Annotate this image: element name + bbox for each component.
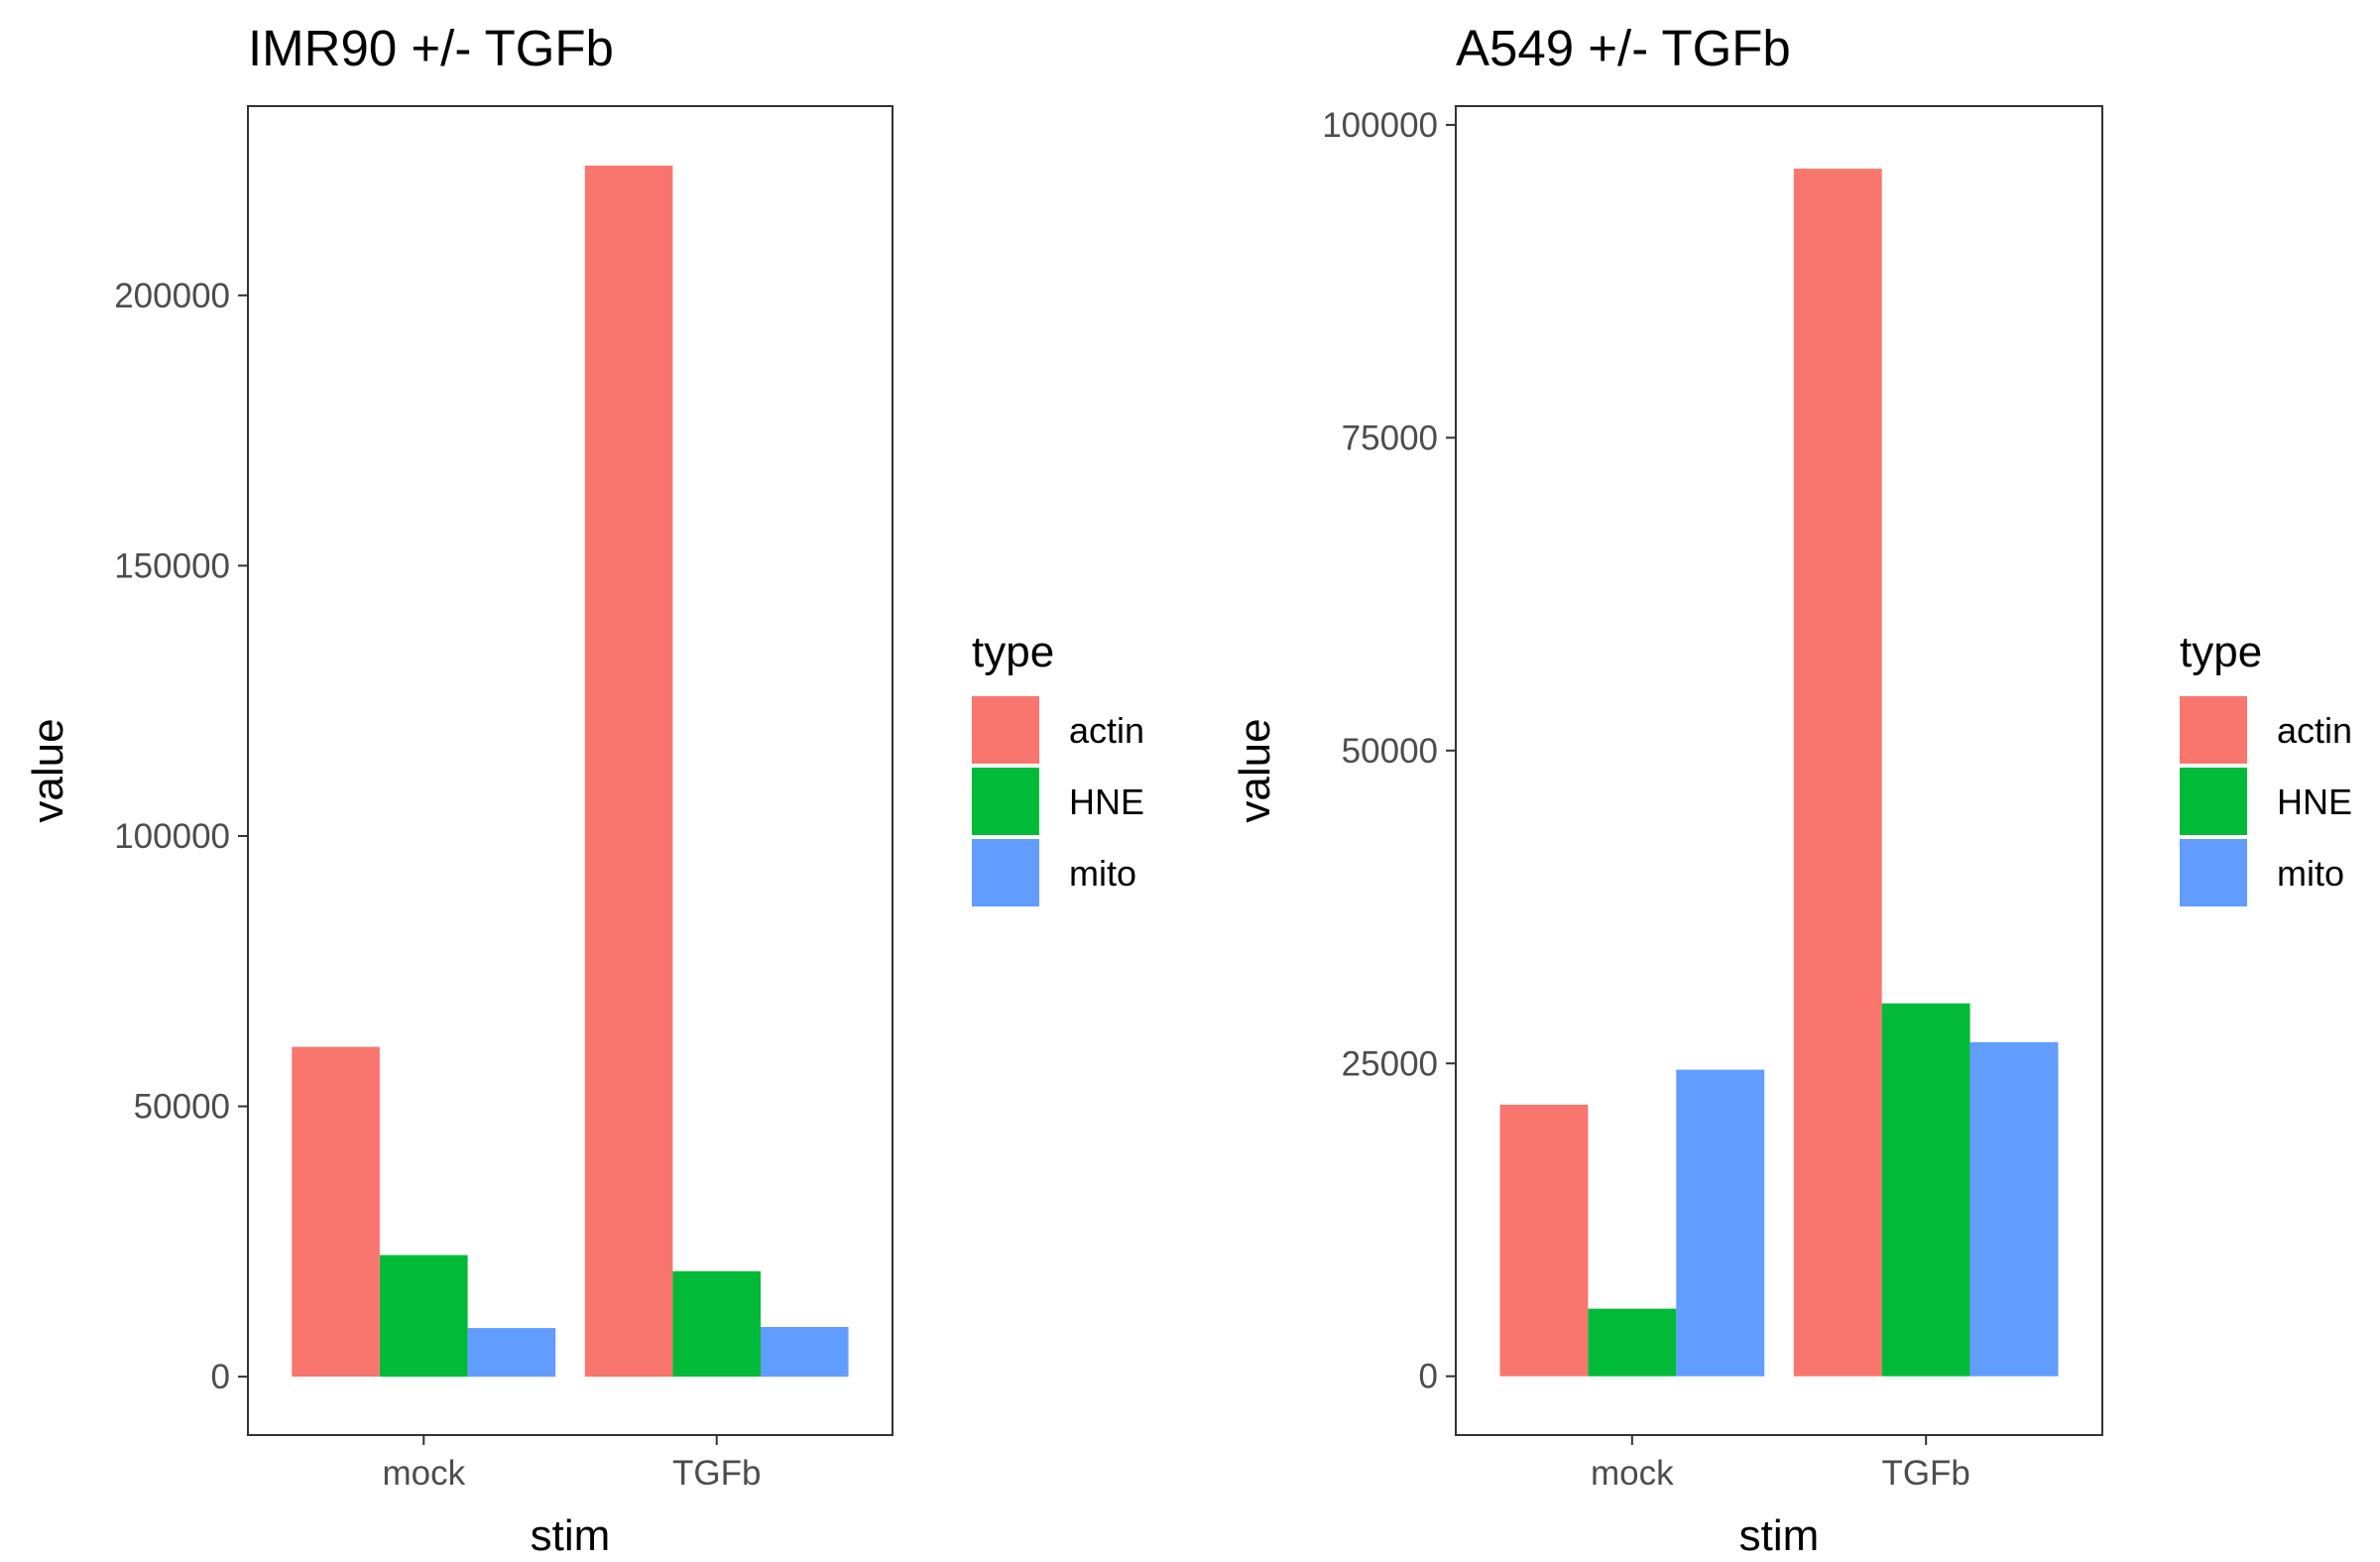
y-tick-label: 100000 [1322,106,1438,145]
legend-swatch-mito [2180,839,2247,906]
x-tick-label: TGFb [672,1454,761,1493]
legend-swatch-actin [972,696,1039,764]
legend-swatch-mito [972,839,1039,906]
bar-hne-mock [1588,1308,1677,1377]
y-axis-ticks: 0 25000 50000 75000 100000 [1322,106,1456,1396]
y-tick-label: 50000 [134,1088,230,1127]
bar-actin-mock [1499,1104,1589,1377]
y-tick-label: 100000 [114,817,230,856]
x-axis-ticks: mock TGFb [1591,1435,1970,1493]
bar-mito-mock [1676,1069,1765,1377]
bar-mito-tgfb [761,1327,849,1378]
bar-hne-mock [380,1255,468,1378]
x-axis-title: stim [531,1511,611,1560]
bar-mito-tgfb [1969,1041,2059,1377]
legend-label-actin: actin [2277,710,2352,751]
legend: type actin HNE mito [972,628,1144,906]
panel-border [1455,105,2103,1436]
y-tick-label: 200000 [114,277,230,315]
legend-label-actin: actin [1069,710,1144,751]
legend-swatch-actin [2180,696,2247,764]
bar-hne-tgfb [1881,1003,1970,1377]
y-axis-ticks: 0 50000 100000 150000 200000 [114,277,248,1396]
y-axis-title: value [1231,718,1279,822]
bar-mito-mock [467,1328,556,1378]
y-axis-title: value [24,718,72,822]
chart-a549: A549 +/- TGFb 0 25000 50000 75000 100000 moc… [1231,20,2352,1560]
y-tick-label: 0 [211,1358,230,1396]
legend-label-mito: mito [1069,853,1136,894]
legend-title: type [2180,628,2262,676]
bars [1499,169,2059,1377]
x-axis-ticks: mock TGFb [382,1435,761,1493]
legend-swatch-hne [972,768,1039,835]
legend-label-hne: HNE [1069,781,1144,822]
y-tick-label: 25000 [1342,1044,1438,1083]
y-tick-label: 0 [1419,1358,1438,1396]
panel-border [247,105,893,1436]
bar-hne-tgfb [672,1270,761,1378]
legend-title: type [972,628,1054,676]
bar-actin-tgfb [584,166,673,1378]
legend-label-hne: HNE [2277,781,2352,822]
bar-actin-mock [292,1046,380,1378]
legend-label-mito: mito [2277,853,2344,894]
y-tick-label: 75000 [1342,419,1438,457]
chart-title: IMR90 +/- TGFb [248,20,614,76]
chart-title: A549 +/- TGFb [1456,20,1791,76]
y-tick-label: 150000 [114,546,230,585]
y-tick-label: 50000 [1342,732,1438,771]
bars [292,166,849,1378]
x-tick-label: mock [382,1454,465,1493]
x-tick-label: TGFb [1881,1454,1969,1493]
x-tick-label: mock [1591,1454,1674,1493]
bar-actin-tgfb [1793,169,1882,1377]
legend-swatch-hne [2180,768,2247,835]
chart-imr90: IMR90 +/- TGFb 050000100000150000200000 … [24,20,1144,1560]
legend: type actin HNE mito [2180,628,2352,906]
x-axis-title: stim [1739,1511,1820,1560]
